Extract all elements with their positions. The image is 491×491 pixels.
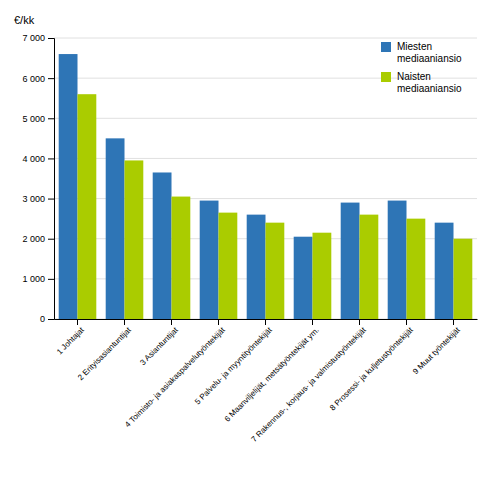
y-axis-line: [48, 39, 55, 320]
y-tick: 3 000: [22, 194, 54, 204]
bar: [172, 197, 191, 319]
x-tick: 5 Palvelu- ja myyntityöntekijät: [193, 319, 274, 406]
y-tick: 0: [40, 314, 54, 324]
bar-series: [59, 54, 454, 319]
bar: [247, 215, 266, 319]
x-tick: 8 Prosessi- ja kuljetustyöntekijät: [328, 319, 415, 412]
x-axis: 1 Johtajat2 Erityisasiantuntijat3 Asiant…: [55, 319, 478, 444]
legend-swatch: [381, 72, 391, 82]
y-tick: 7 000: [22, 33, 54, 43]
bar: [125, 160, 144, 319]
y-axis: 0 1 000 2 000 3 000 4 000 5 000 6 000 7 000: [22, 33, 54, 324]
y-tick: 2 000: [22, 234, 54, 244]
bar: [341, 203, 360, 319]
bar: [153, 172, 172, 319]
x-tick: 4 Toimisto- ja asiakaspalvelutyöntekijät: [123, 319, 227, 429]
x-tick-mark: [171, 319, 172, 325]
y-tick-mark: [48, 279, 54, 280]
y-tick-mark: [48, 199, 54, 200]
y-tick-mark: [48, 78, 54, 79]
bar: [78, 94, 97, 319]
bar: [266, 223, 285, 319]
x-tick-label: 9 Muut työntekijät: [411, 325, 462, 376]
y-tick-label: 6 000: [22, 74, 45, 84]
x-tick-label: 6 Maanviljelijät, metsätyöntekijät ym.: [223, 326, 321, 424]
y-tick: 6 000: [22, 74, 54, 84]
x-tick-mark: [406, 319, 407, 325]
bar: [59, 54, 78, 319]
bar: [106, 138, 125, 319]
x-tick-label: 8 Prosessi- ja kuljetustyöntekijät: [328, 325, 415, 412]
bar: [407, 219, 426, 319]
y-tick-mark: [48, 118, 54, 119]
x-tick-mark: [218, 319, 219, 325]
bar: [454, 239, 473, 319]
grid-line: [54, 118, 477, 119]
x-tick-mark: [265, 319, 266, 325]
bar: [435, 223, 454, 319]
bar: [360, 215, 379, 319]
y-tick: 5 000: [22, 114, 54, 124]
x-tick: 2 Erityisasiantuntijat: [76, 319, 133, 382]
x-tick: 3 Asiantuntijat: [138, 319, 180, 367]
y-tick-mark: [48, 319, 54, 320]
y-tick-label: 1 000: [22, 274, 45, 284]
y-tick-label: 0: [40, 314, 45, 324]
bar: [388, 201, 407, 319]
y-tick-label: 2 000: [22, 234, 45, 244]
bar-series: [78, 94, 473, 319]
plot: 0 1 000 2 000 3 000 4 000 5 000 6 000 7 000 1 Jo…: [22, 33, 477, 443]
legend-label: Miestenmediaaniansio: [397, 41, 462, 64]
x-tick: 7 Rakennus-, korjaus- ja valmistustyönte…: [250, 319, 369, 444]
legend-entry: Miestenmediaaniansio: [381, 41, 462, 64]
x-tick-mark: [453, 319, 454, 325]
bar: [219, 213, 238, 319]
y-tick-label: 4 000: [22, 154, 45, 164]
x-tick-label: 3 Asiantuntijat: [138, 325, 180, 367]
x-tick-label: 4 Toimisto- ja asiakaspalvelutyöntekijät: [123, 325, 227, 429]
legend: Miestenmediaaniansio Naistenmediaaniansio: [381, 41, 462, 94]
legend-label: Naistenmediaaniansio: [397, 71, 462, 94]
x-tick: 6 Maanviljelijät, metsätyöntekijät ym.: [223, 319, 321, 424]
y-tick-label: 3 000: [22, 194, 45, 204]
y-tick-mark: [48, 158, 54, 159]
bars: [59, 54, 473, 319]
x-tick: 9 Muut työntekijät: [411, 319, 462, 376]
x-tick-mark: [77, 319, 78, 325]
y-tick-mark: [48, 239, 54, 240]
bar: [200, 201, 219, 319]
x-tick: 1 Johtajat: [55, 319, 86, 356]
x-tick-mark: [359, 319, 360, 325]
legend-swatch: [381, 42, 391, 52]
y-tick: 1 000: [22, 274, 54, 284]
x-tick-label: 5 Palvelu- ja myyntityöntekijät: [193, 325, 274, 406]
chart: 0 1 000 2 000 3 000 4 000 5 000 6 000 7 000 1 Jo…: [0, 0, 491, 491]
bar: [294, 237, 313, 319]
x-tick-mark: [124, 319, 125, 325]
x-tick-label: 2 Erityisasiantuntijat: [76, 325, 133, 382]
y-tick: 4 000: [22, 154, 54, 164]
y-tick-label: 5 000: [22, 114, 45, 124]
x-tick-mark: [312, 319, 313, 325]
grid-line: [54, 38, 477, 39]
y-tick-mark: [48, 38, 54, 39]
y-axis-label: €/kk: [14, 14, 35, 26]
legend-entry: Naistenmediaaniansio: [381, 71, 462, 94]
grid: [54, 38, 477, 319]
bar: [313, 233, 332, 319]
y-tick-label: 7 000: [22, 33, 45, 43]
x-tick-label: 1 Johtajat: [55, 325, 86, 356]
